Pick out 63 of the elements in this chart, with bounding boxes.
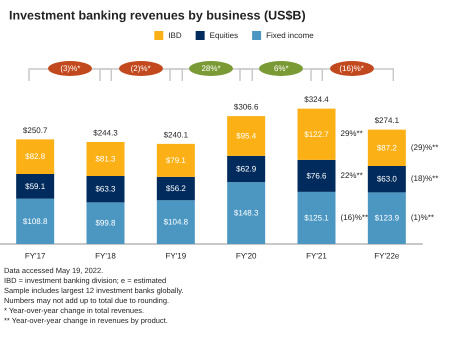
data-label: $95.4 — [236, 132, 257, 140]
bar — [86, 202, 124, 244]
total-label: $306.6 — [234, 102, 259, 112]
annotation: (18)%** — [410, 174, 438, 184]
bar — [156, 200, 195, 244]
total-label: $274.1 — [374, 116, 400, 126]
bar — [16, 174, 54, 199]
annotation: (16)%** — [340, 212, 368, 222]
bar — [368, 130, 406, 166]
x-tick-label: FY'17 — [24, 252, 46, 260]
text: (3)%* — [48, 61, 92, 76]
data-label: $79.1 — [166, 156, 186, 165]
x-tick-label: FY'18 — [95, 252, 116, 260]
bar — [156, 144, 195, 177]
total-label: $244.3 — [93, 128, 118, 138]
bar — [86, 176, 124, 202]
bar — [298, 108, 336, 160]
text: (16)%* — [330, 61, 374, 76]
text: (2)%* — [118, 61, 163, 76]
legend-label: IBD — [168, 31, 182, 40]
text: 28%* — [189, 61, 233, 76]
bar — [298, 160, 336, 192]
annotation: 22%** — [340, 170, 363, 180]
data-label: $125.1 — [304, 213, 330, 222]
data-label: $59.1 — [25, 182, 46, 191]
data-label: $63.3 — [95, 184, 116, 194]
x-tick-label: FY'21 — [306, 252, 328, 260]
chart-title: Investment banking revenues by business (US$B) — [9, 8, 306, 22]
data-label: $122.7 — [304, 130, 330, 139]
data-label: $123.9 — [374, 214, 400, 223]
total-label: $250.7 — [22, 126, 48, 135]
annotation: 29%** — [340, 129, 363, 138]
data-label: $56.2 — [166, 184, 186, 194]
data-label: $108.8 — [22, 216, 48, 226]
legend-label: Equities — [210, 31, 238, 40]
bar — [86, 142, 124, 176]
bar — [16, 198, 54, 244]
x-tick-label: FY'20 — [236, 252, 258, 260]
bar — [227, 156, 266, 182]
data-label: $104.8 — [164, 218, 189, 227]
bar — [368, 166, 406, 192]
data-label: $62.9 — [236, 164, 257, 174]
data-label: $87.2 — [376, 143, 398, 152]
data-label: $82.8 — [25, 152, 46, 162]
x-tick-label: FY'19 — [166, 252, 187, 260]
annotation: (29)%** — [410, 142, 438, 152]
text: 6%* — [259, 61, 304, 76]
data-label: $63.0 — [376, 174, 398, 184]
legend-label: Fixed income — [266, 31, 314, 40]
data-label: $148.3 — [234, 208, 259, 218]
total-label: $324.4 — [304, 95, 330, 104]
bar — [227, 182, 266, 244]
data-label: $99.8 — [95, 218, 116, 228]
data-label: $76.6 — [306, 171, 328, 180]
bar — [16, 139, 54, 174]
bar — [298, 192, 336, 244]
x-tick-label: FY'22e — [374, 252, 400, 260]
bar — [368, 192, 406, 244]
total-label: $240.1 — [164, 130, 189, 140]
bar — [156, 176, 195, 200]
data-label: $81.3 — [95, 154, 116, 164]
bar — [227, 116, 266, 156]
annotation: (1)%** — [410, 213, 434, 222]
